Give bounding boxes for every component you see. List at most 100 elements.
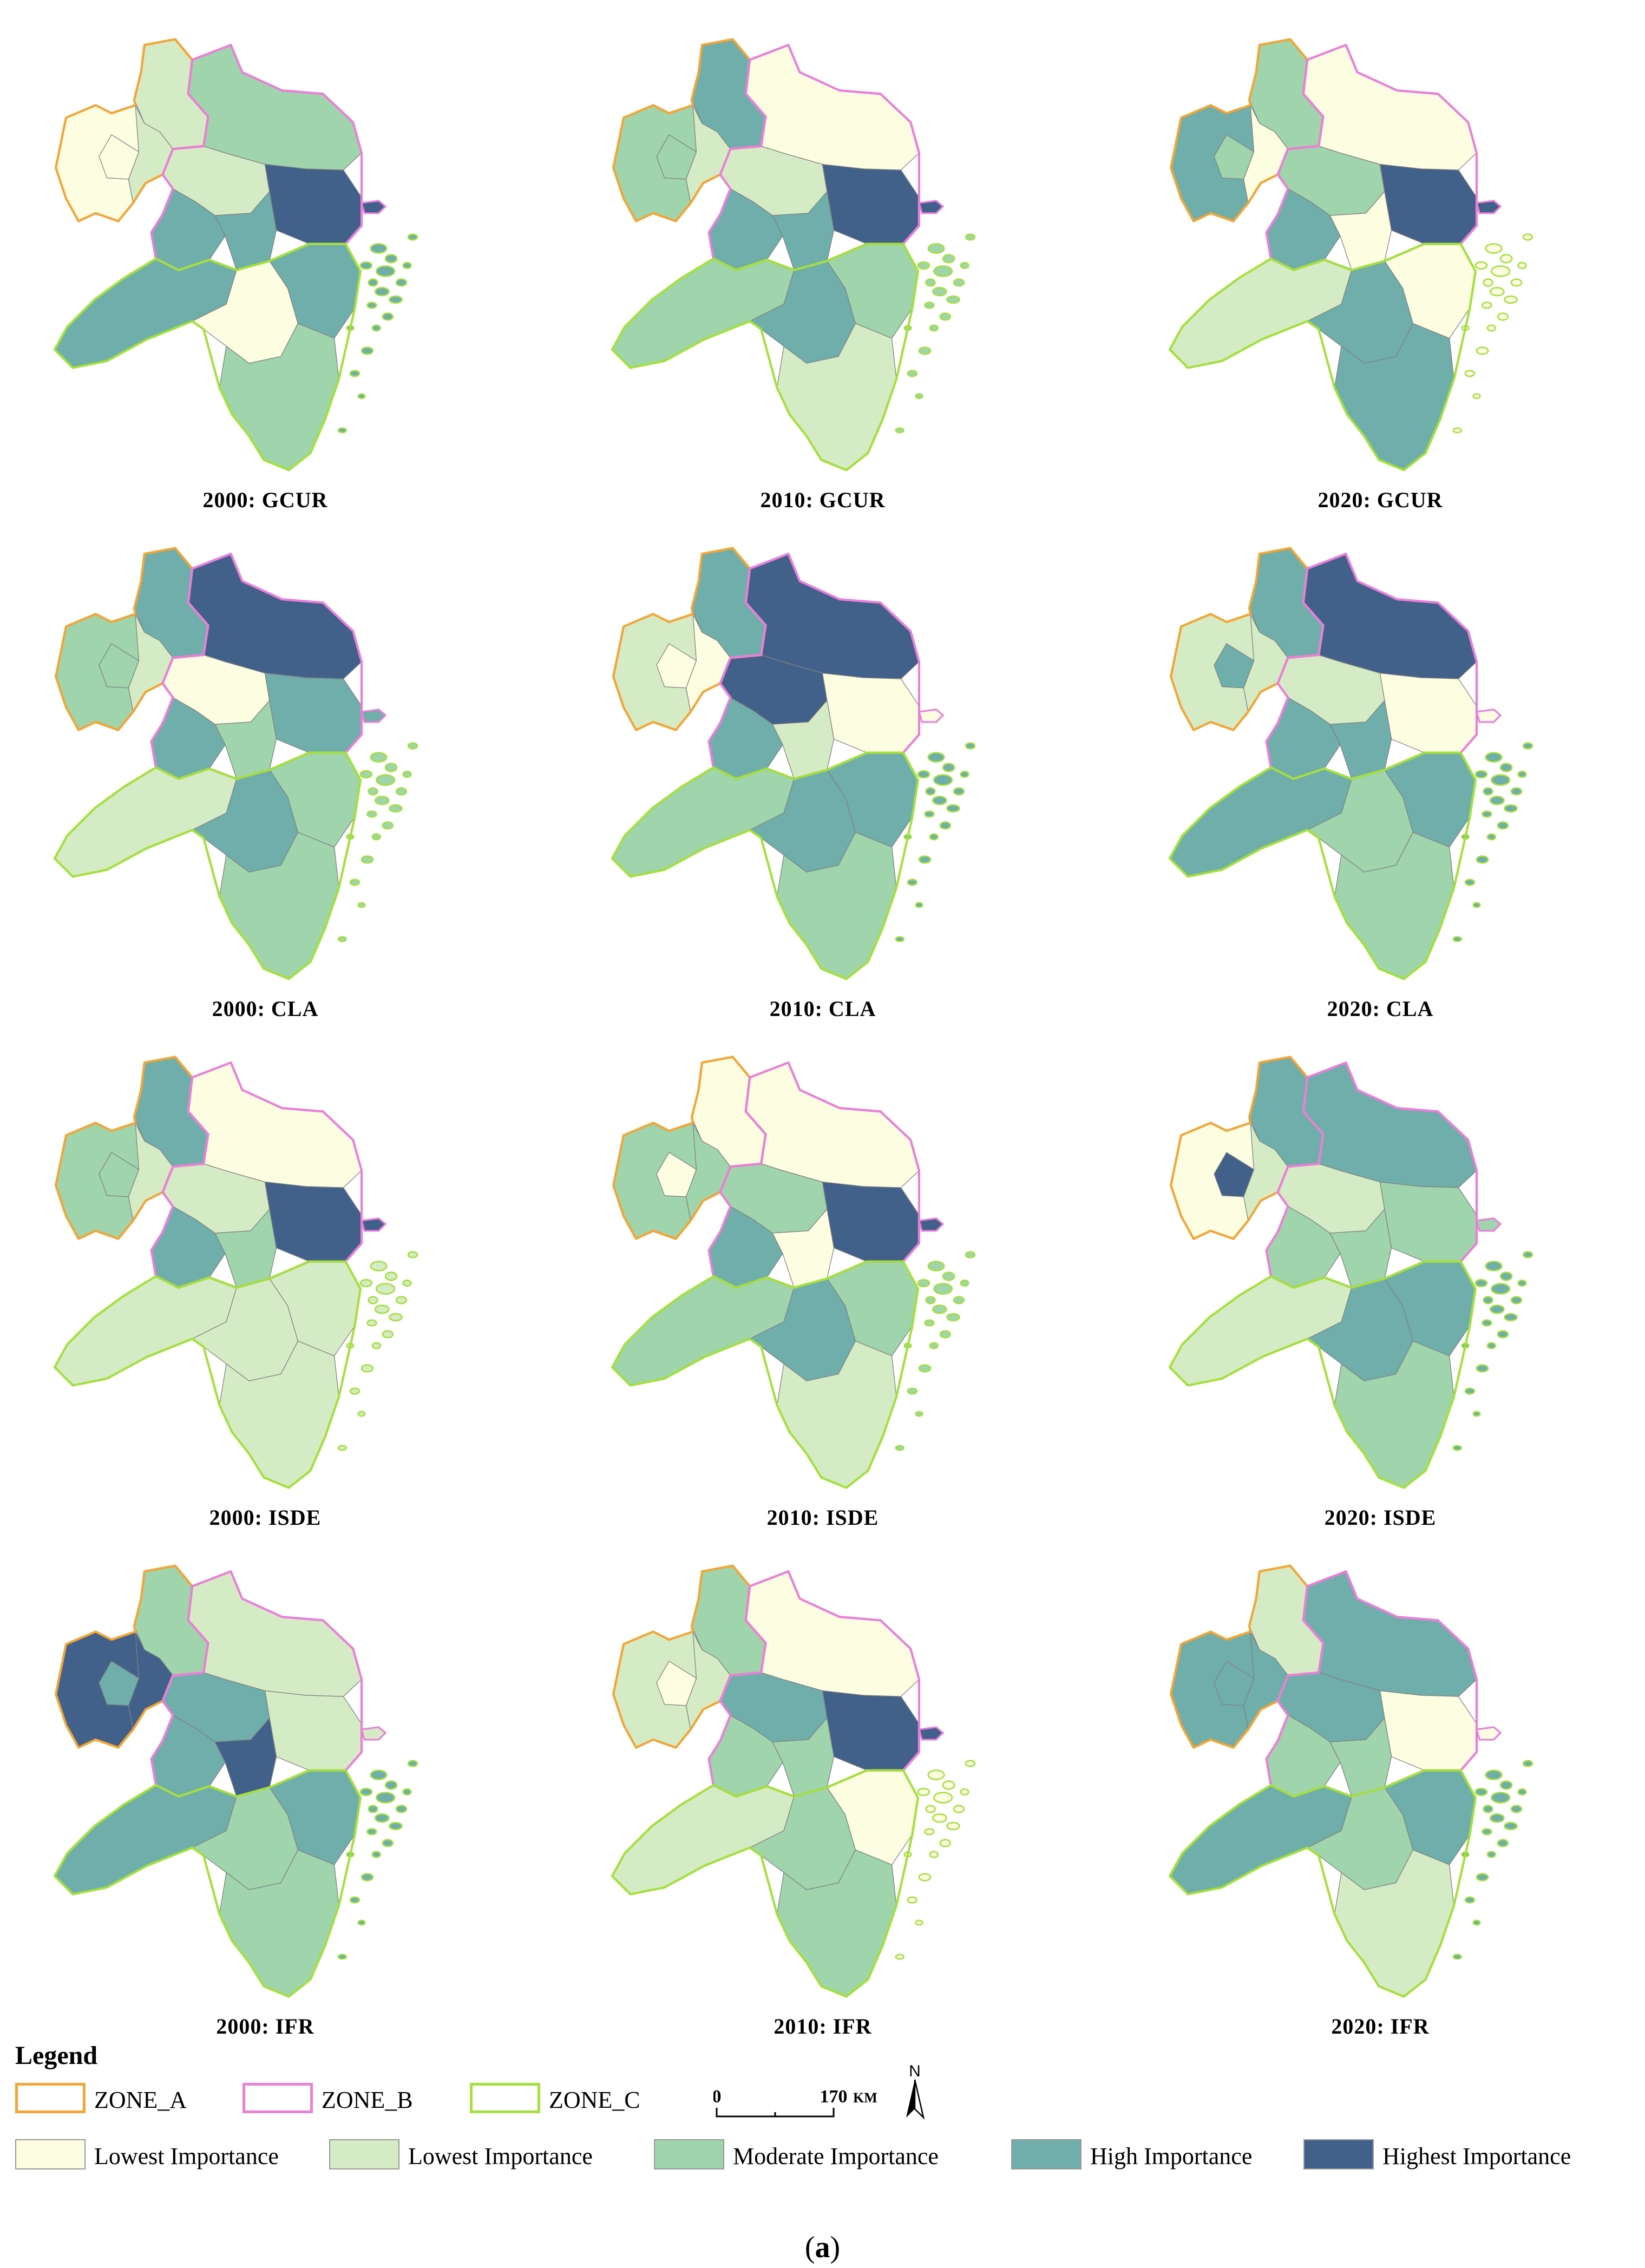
island <box>1489 796 1505 805</box>
island <box>371 833 381 841</box>
island <box>927 1261 945 1271</box>
island <box>1472 1919 1481 1926</box>
region-east-coast <box>1379 1181 1477 1262</box>
island <box>349 879 361 886</box>
island <box>1452 1445 1462 1451</box>
island <box>407 1760 418 1767</box>
map-panel: 2020: ISDE <box>1137 1028 1624 1537</box>
island <box>1452 1954 1462 1960</box>
island <box>402 1279 412 1287</box>
island <box>1486 1851 1496 1858</box>
island <box>357 393 366 399</box>
island <box>374 287 390 297</box>
north-arrow-icon-half <box>914 2079 925 2120</box>
island <box>361 346 374 355</box>
island <box>939 821 952 830</box>
region-w-inner-b <box>656 134 697 180</box>
island <box>384 1271 398 1281</box>
island <box>932 1305 947 1314</box>
region-center-e <box>214 1718 277 1797</box>
region-east-coast <box>1379 1690 1477 1771</box>
island <box>374 1305 390 1314</box>
island <box>960 1788 969 1796</box>
region-w-inner-b <box>99 643 140 689</box>
zone-c-outline <box>53 242 362 471</box>
island <box>395 1805 408 1813</box>
map-panel: 2020: IFR <box>1137 1537 1624 2046</box>
island <box>925 1805 936 1813</box>
island <box>933 774 953 786</box>
island <box>1499 763 1513 772</box>
island <box>1490 1283 1511 1295</box>
island <box>918 855 932 864</box>
island <box>402 1788 412 1796</box>
region-center-e <box>772 700 835 779</box>
panel-title: 2010: GCUR <box>760 488 886 512</box>
region-map <box>53 1564 418 1998</box>
island <box>907 1387 918 1395</box>
panel-title: 2000: CLA <box>212 997 319 1021</box>
island <box>395 1296 408 1305</box>
island <box>368 1805 378 1813</box>
island <box>946 1313 960 1322</box>
coastal-peninsula <box>360 1726 387 1741</box>
island <box>359 261 373 270</box>
island <box>1510 278 1523 287</box>
legend-swatch <box>329 2139 399 2169</box>
region-center-e <box>772 1718 835 1797</box>
island <box>942 763 955 772</box>
region-map <box>53 547 418 980</box>
island <box>953 787 965 796</box>
island <box>370 243 388 254</box>
island <box>1482 301 1492 309</box>
island <box>933 265 953 277</box>
region-center-e <box>1329 191 1392 271</box>
map-panel: 2000: ISDE <box>22 1028 509 1537</box>
legend-swatch <box>1303 2139 1374 2169</box>
island <box>371 324 381 332</box>
map-panel: 2000: CLA <box>22 520 509 1028</box>
island <box>1482 1319 1492 1327</box>
coastal-peninsula <box>917 709 945 723</box>
north-label: N <box>909 2062 921 2080</box>
island <box>942 254 955 264</box>
island <box>1504 804 1518 813</box>
zone-c-outline <box>611 1769 919 1998</box>
region-east-coast <box>822 1690 920 1771</box>
coastal-peninsula <box>360 709 387 723</box>
region-map <box>53 38 418 471</box>
region-map <box>1168 1564 1533 1998</box>
legend-swatch <box>1011 2139 1082 2169</box>
island <box>337 1445 347 1451</box>
coastal-peninsula <box>917 1217 945 1232</box>
legend-title: Legend <box>15 2041 98 2070</box>
caption-open: ( <box>804 2231 815 2264</box>
coastal-peninsula <box>1475 709 1502 723</box>
region-w-inner-b <box>1214 1661 1255 1706</box>
island <box>1464 1896 1476 1904</box>
island <box>337 427 347 434</box>
island <box>933 1283 953 1295</box>
scale-line <box>716 2108 835 2118</box>
map-panel: 2020: GCUR <box>1137 11 1624 520</box>
island <box>375 265 396 277</box>
island <box>927 243 945 254</box>
island <box>960 1279 969 1287</box>
island <box>407 742 418 750</box>
island <box>1489 1813 1505 1823</box>
island <box>1464 879 1476 886</box>
island <box>1499 1271 1513 1281</box>
island <box>953 1296 965 1305</box>
region-east-coast <box>822 163 920 245</box>
island <box>1486 324 1496 332</box>
legend-swatch <box>654 2139 724 2169</box>
zone-c-outline <box>1168 1769 1477 1998</box>
coastal-peninsula <box>360 1217 387 1232</box>
island <box>375 1283 396 1295</box>
coastal-peninsula <box>917 1726 945 1741</box>
island <box>407 1251 418 1258</box>
map-panel: 2010: CLA <box>579 520 1066 1028</box>
map-panel: 2020: CLA <box>1137 520 1624 1028</box>
island <box>917 261 930 270</box>
zone-c-outline <box>611 751 919 980</box>
